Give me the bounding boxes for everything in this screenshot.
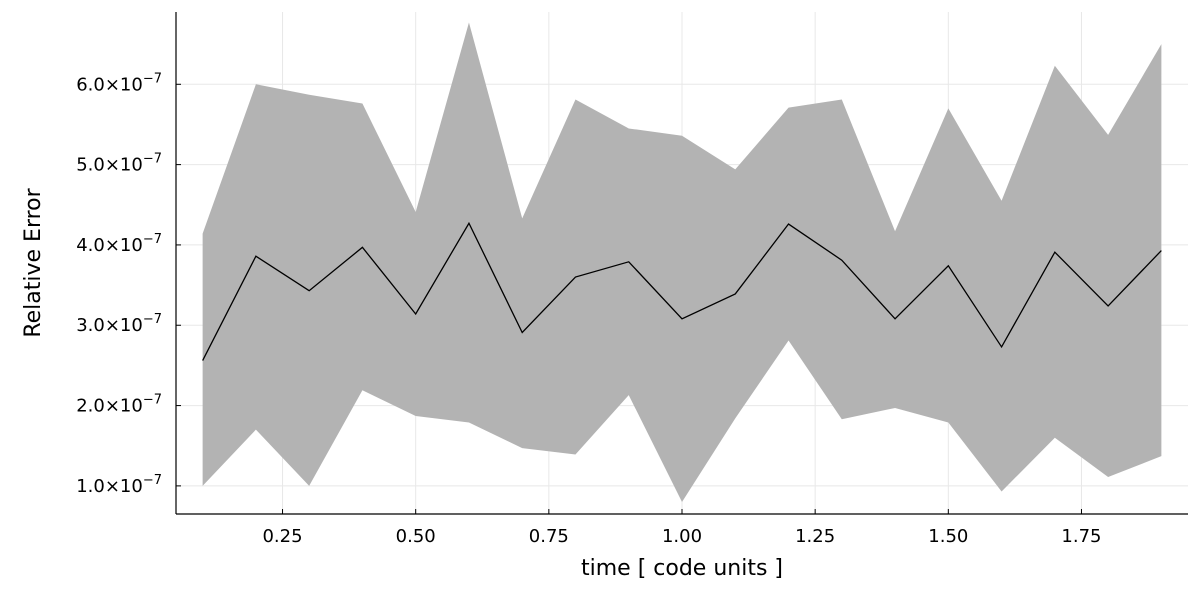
y-axis-title: Relative Error — [21, 187, 46, 337]
x-tick-label: 0.75 — [529, 526, 569, 547]
y-tick-label: 4.0×10−7 — [76, 232, 162, 256]
y-tick-label: 6.0×10−7 — [76, 71, 162, 95]
x-tick-label: 1.50 — [928, 526, 968, 547]
y-tick-label: 1.0×10−7 — [76, 473, 162, 497]
x-tick-labels: 0.25 0.50 0.75 1.00 1.25 1.50 1.75 — [262, 526, 1101, 547]
y-tick-label: 3.0×10−7 — [76, 312, 162, 336]
x-tick-label: 1.75 — [1061, 526, 1101, 547]
x-tick-label: 1.00 — [662, 526, 702, 547]
x-axis-title: time [ code units ] — [581, 556, 783, 581]
error-band — [202, 22, 1162, 502]
y-tick-labels: 1.0×10−7 2.0×10−7 3.0×10−7 4.0×10−7 5.0×10−7… — [76, 71, 162, 497]
error-band-area — [202, 22, 1162, 502]
x-tick-label: 0.25 — [262, 526, 302, 547]
axes — [175, 12, 1188, 515]
y-tick-label: 5.0×10−7 — [76, 152, 162, 176]
y-tick-label: 2.0×10−7 — [76, 393, 162, 417]
x-tick-label: 0.50 — [396, 526, 436, 547]
x-tick-label: 1.25 — [795, 526, 835, 547]
series-line — [202, 221, 1162, 361]
mean-line — [202, 221, 1162, 361]
